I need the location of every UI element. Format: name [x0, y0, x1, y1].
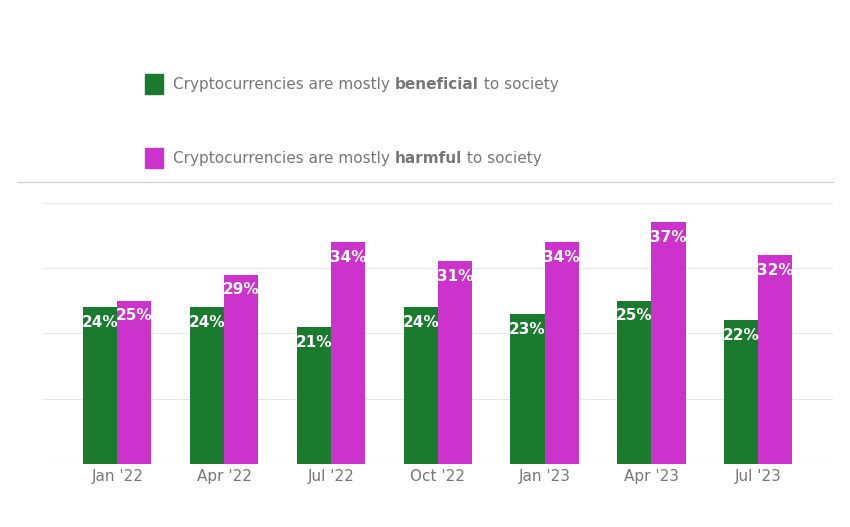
Text: 24%: 24%	[189, 315, 225, 330]
Bar	[190, 307, 224, 464]
Bar	[297, 327, 331, 464]
Bar	[545, 242, 579, 464]
Text: 29%: 29%	[223, 282, 259, 297]
Text: 24%: 24%	[402, 315, 439, 330]
Bar	[724, 320, 758, 464]
Text: harmful: harmful	[395, 151, 462, 165]
Text: 37%: 37%	[650, 230, 687, 245]
Bar	[617, 300, 651, 464]
Text: 21%: 21%	[296, 335, 332, 349]
Text: beneficial: beneficial	[395, 77, 479, 92]
Text: 23%: 23%	[509, 321, 546, 337]
Text: 22%: 22%	[722, 328, 760, 343]
Bar	[758, 255, 792, 464]
Bar	[224, 275, 258, 464]
Text: 31%: 31%	[437, 269, 473, 285]
Text: 32%: 32%	[757, 263, 794, 278]
Text: Cryptocurrencies are mostly: Cryptocurrencies are mostly	[173, 77, 395, 92]
Bar	[83, 307, 117, 464]
Bar	[331, 242, 366, 464]
Bar	[438, 261, 472, 464]
Text: 34%: 34%	[543, 250, 580, 265]
Text: Cryptocurrencies are mostly: Cryptocurrencies are mostly	[173, 151, 395, 165]
Text: 25%: 25%	[616, 308, 653, 324]
Bar	[404, 307, 438, 464]
Bar	[117, 300, 151, 464]
Text: to society: to society	[462, 151, 542, 165]
Bar	[510, 314, 545, 464]
Text: to society: to society	[479, 77, 558, 92]
Bar	[651, 222, 686, 464]
Text: 24%: 24%	[82, 315, 118, 330]
Text: 34%: 34%	[330, 250, 366, 265]
Text: 25%: 25%	[116, 308, 153, 324]
